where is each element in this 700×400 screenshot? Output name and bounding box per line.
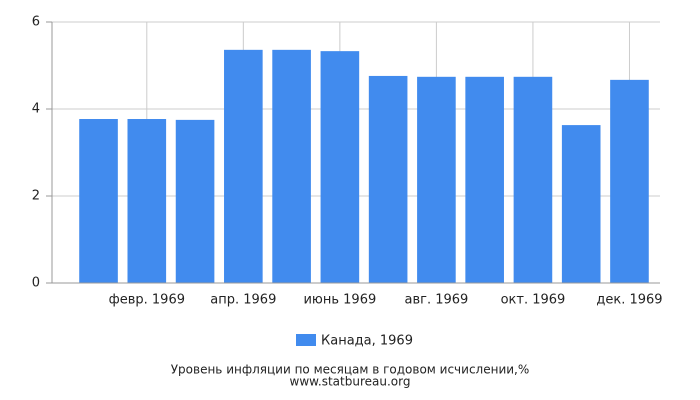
y-tick-label: 2 bbox=[32, 189, 40, 204]
x-tick-label: окт. 1969 bbox=[501, 293, 566, 308]
bar bbox=[272, 49, 311, 284]
x-tick-label: авг. 1969 bbox=[404, 293, 468, 308]
x-tick-label: апр. 1969 bbox=[210, 293, 276, 308]
bar bbox=[465, 76, 504, 283]
x-tick-label: дек. 1969 bbox=[596, 293, 662, 308]
y-tick-label: 4 bbox=[32, 102, 40, 117]
bar bbox=[610, 79, 649, 283]
x-tick-label: февр. 1969 bbox=[109, 293, 185, 308]
legend-swatch bbox=[296, 334, 316, 346]
chart-title: Уровень инфляции по месяцам в годовом ис… bbox=[171, 363, 530, 377]
y-tick-label: 6 bbox=[32, 15, 40, 30]
bar bbox=[417, 76, 456, 283]
bar bbox=[513, 76, 553, 283]
legend-label: Канада, 1969 bbox=[321, 334, 413, 349]
bar bbox=[368, 75, 408, 283]
bar bbox=[224, 49, 263, 284]
x-tick-label: июнь 1969 bbox=[303, 293, 376, 308]
bar bbox=[127, 119, 167, 283]
y-tick-label: 0 bbox=[32, 276, 40, 291]
bar bbox=[561, 125, 601, 283]
source: www.statbureau.org bbox=[290, 375, 411, 389]
bar bbox=[320, 51, 360, 283]
bar bbox=[175, 119, 215, 283]
bar bbox=[79, 119, 118, 283]
